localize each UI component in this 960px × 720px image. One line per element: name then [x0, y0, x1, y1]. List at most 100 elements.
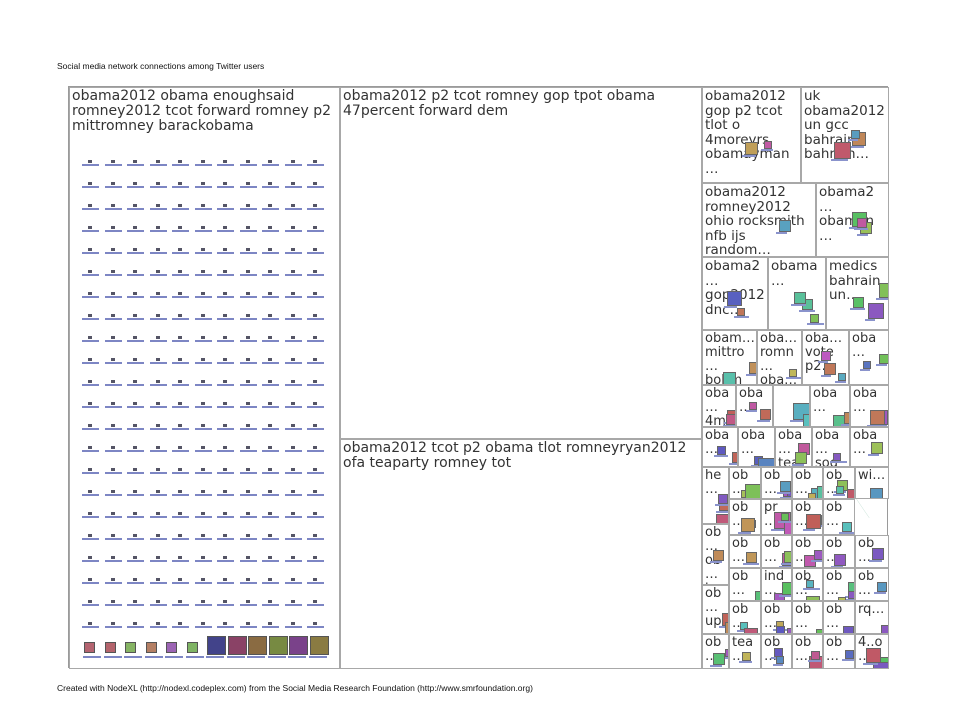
node-label: [262, 472, 279, 474]
node-icon: [313, 270, 317, 273]
node-label: [194, 406, 212, 408]
cluster-g12: oba… romn… oba…: [757, 330, 802, 385]
node-label: [149, 318, 167, 320]
node-icon: [784, 522, 791, 534]
node-icon: [88, 336, 92, 339]
node-label: [239, 274, 257, 276]
node-label: [127, 230, 144, 232]
node-label: [172, 274, 189, 276]
node-icon: [155, 490, 160, 493]
node-label: [217, 362, 234, 364]
node-label: [284, 604, 302, 606]
node-icon: [881, 625, 888, 633]
node-label: [149, 340, 167, 342]
node-icon: [88, 534, 92, 537]
node-icon: [178, 622, 182, 625]
cluster-g1: obama2012 obama enoughsaid romney2012 tc…: [69, 87, 340, 669]
node-icon: [268, 226, 272, 229]
node-label: [194, 626, 212, 628]
node-label: [239, 340, 257, 342]
node-label: [206, 656, 224, 658]
node-icon: [88, 292, 92, 295]
cluster-g31: ob…: [729, 499, 761, 535]
node-icon: [200, 578, 205, 581]
node-icon: [268, 622, 272, 625]
node-label: [779, 566, 791, 567]
node-icon: [178, 182, 182, 185]
node-icon: [110, 160, 115, 163]
node-icon: [223, 578, 227, 581]
node-icon: [803, 414, 809, 426]
node-icon: [155, 534, 160, 537]
node-label: [194, 494, 212, 496]
node-label: [239, 230, 257, 232]
node-icon: [88, 424, 92, 427]
node-icon: [200, 226, 205, 229]
node-label: [791, 304, 806, 306]
node-label: [194, 538, 212, 540]
node-icon: [223, 292, 227, 295]
node-icon: [814, 550, 822, 560]
node-icon: [133, 292, 137, 295]
node-label: [262, 538, 279, 540]
node-label: [284, 252, 302, 254]
cluster-label: ob…: [795, 602, 812, 632]
node-label: [104, 582, 122, 584]
node-label: [104, 164, 122, 166]
node-label: [217, 164, 234, 166]
node-icon: [741, 518, 755, 532]
node-label: [307, 472, 324, 474]
node-icon: [313, 314, 317, 317]
node-label: [165, 656, 183, 658]
node-label: [82, 318, 99, 320]
node-icon: [223, 226, 227, 229]
node-label: [104, 472, 122, 474]
node-label: [262, 516, 279, 518]
cluster-label: obama2… gop2012 dnc…: [705, 258, 765, 318]
node-icon: [853, 297, 864, 308]
node-label: [127, 626, 144, 628]
node-label: [868, 454, 879, 456]
node-icon: [245, 160, 250, 163]
node-icon: [110, 600, 115, 603]
node-icon: [155, 578, 160, 581]
node-icon: [781, 513, 789, 521]
node-label: [839, 532, 854, 534]
node-icon: [268, 248, 272, 251]
node-icon: [133, 160, 137, 163]
node-icon: [268, 204, 272, 207]
cluster-label: oba… sog…: [815, 428, 840, 467]
node-icon: [133, 578, 137, 581]
node-label: [719, 626, 728, 628]
node-label: [262, 428, 279, 430]
node-icon: [313, 226, 317, 229]
node-label: [710, 561, 722, 563]
node-label: [742, 155, 756, 157]
node-label: [172, 450, 189, 452]
node-label: [239, 516, 257, 518]
node-label: [778, 521, 791, 523]
node-label: [82, 494, 99, 496]
node-icon: [88, 248, 92, 251]
node-label: [217, 472, 234, 474]
node-label: [194, 582, 212, 584]
node-icon: [178, 556, 182, 559]
node-label: [127, 516, 144, 518]
node-icon: [155, 160, 160, 163]
node-icon: [313, 358, 317, 361]
node-label: [288, 656, 306, 658]
node-icon: [787, 628, 791, 633]
node-label: [284, 428, 302, 430]
node-icon: [178, 534, 182, 537]
node-icon: [155, 424, 160, 427]
node-icon: [155, 292, 160, 295]
node-label: [262, 450, 279, 452]
node-icon: [110, 380, 115, 383]
node-icon: [313, 600, 317, 603]
node-label: [831, 566, 843, 567]
node-label: [239, 428, 257, 430]
page-title: Social media network connections among T…: [57, 61, 265, 71]
node-icon: [268, 292, 272, 295]
node-label: [127, 604, 144, 606]
node-label: [714, 455, 728, 457]
